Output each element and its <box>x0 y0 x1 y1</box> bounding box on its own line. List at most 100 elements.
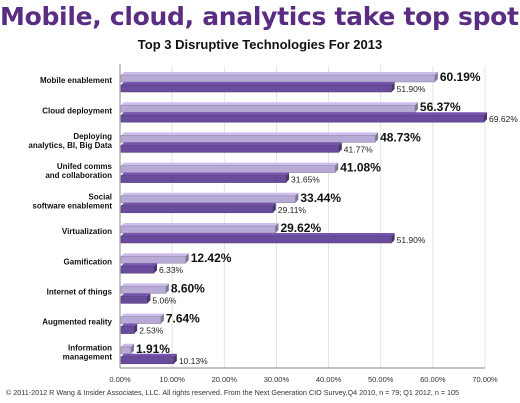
bar-series-2-top <box>121 202 276 206</box>
data-label-series-2: 6.33% <box>159 265 184 275</box>
bar-series-1-top <box>121 343 134 347</box>
bar-series-2 <box>120 145 340 153</box>
bar-series-1-top <box>121 132 379 136</box>
bar-series-2-side <box>338 142 342 153</box>
bar-series-1-top <box>121 313 164 317</box>
category-label: Virtualization <box>62 227 112 236</box>
category-label: Augmented reality <box>42 318 112 327</box>
bar-series-1-side <box>160 313 164 324</box>
x-tick-label: 70.00% <box>472 375 498 384</box>
bar-series-2-top <box>121 112 488 116</box>
bar-series-1-side <box>375 132 379 143</box>
bar-series-1-side <box>185 253 189 264</box>
bar-series-2-top <box>121 293 151 297</box>
bar-series-2 <box>120 205 274 214</box>
data-label-series-2: 69.62% <box>489 114 518 124</box>
data-label-series-2: 2.53% <box>139 326 164 336</box>
bar-series-2-side <box>391 233 395 243</box>
bar-series-1-top <box>121 162 339 166</box>
bar-series-2-top <box>121 233 395 236</box>
bar-series-1-side <box>130 343 134 354</box>
bar-series-2 <box>120 175 287 183</box>
bar-series-1 <box>120 286 167 294</box>
bar-series-1-top <box>121 72 438 75</box>
category-label: Mobile enablement <box>40 76 112 85</box>
x-tick-label: 0.00% <box>109 375 131 384</box>
x-tick-label: 20.00% <box>212 375 238 384</box>
bar-series-1 <box>120 165 336 173</box>
bar-series-2-side <box>173 353 177 364</box>
category-label: Information management <box>63 343 113 361</box>
data-label-series-1: 12.42% <box>191 251 232 265</box>
bar-series-1 <box>120 316 162 324</box>
category-label: Unifed comms and collaboration <box>45 162 112 180</box>
data-label-series-1: 48.73% <box>380 130 421 144</box>
data-label-series-1: 1.91% <box>136 342 170 356</box>
data-label-series-1: 7.64% <box>166 312 200 326</box>
bar-series-2-side <box>272 202 276 213</box>
bar-series-2 <box>120 114 485 123</box>
data-label-series-1: 8.60% <box>171 281 205 295</box>
data-label-series-2: 31.65% <box>291 175 320 185</box>
bar-series-2-top <box>121 323 138 327</box>
x-tick-label: 10.00% <box>159 375 185 384</box>
bar-series-1 <box>120 255 187 264</box>
bar-series-2 <box>120 296 148 304</box>
data-label-series-2: 29.11% <box>278 205 307 215</box>
x-tick-label: 60.00% <box>420 375 446 384</box>
bar-series-1 <box>120 104 416 113</box>
data-label-series-1: 41.08% <box>340 161 381 175</box>
category-label: Deploying analytics, BI, Big Data <box>28 132 112 150</box>
bar-series-2-top <box>121 82 395 85</box>
bar-series-1-top <box>121 253 189 257</box>
data-label-series-2: 5.06% <box>152 295 177 305</box>
bar-series-2-top <box>121 172 290 176</box>
x-tick-label: 50.00% <box>368 375 394 384</box>
bar-series-1-side <box>165 283 169 294</box>
bar-series-1 <box>120 74 436 83</box>
bar-series-1 <box>120 195 296 204</box>
bar-series-1 <box>120 346 132 355</box>
category-label: Social software enablement <box>32 192 112 210</box>
bar-series-1-side <box>275 223 279 233</box>
data-label-series-2: 51.90% <box>397 235 426 245</box>
bar-series-1-side <box>434 72 438 82</box>
chart-title: Top 3 Disruptive Technologies For 2013 <box>137 37 383 52</box>
bar-series-2-side <box>484 112 488 123</box>
bar-series-1-top <box>121 192 299 196</box>
chart-headline: Mobile, cloud, analytics take top spots <box>0 2 520 31</box>
category-label: Internet of things <box>47 288 113 297</box>
data-label-series-2: 41.77% <box>344 144 373 154</box>
bar-series-2 <box>120 356 175 365</box>
x-tick-label: 30.00% <box>264 375 290 384</box>
bar-series-2 <box>120 265 155 274</box>
data-label-series-1: 56.37% <box>420 100 461 114</box>
x-tick-label: 40.00% <box>316 375 342 384</box>
category-label: Cloud deployment <box>42 106 112 115</box>
bar-series-2-top <box>121 353 177 357</box>
bar-series-2-side <box>134 323 138 334</box>
bar-series-2-side <box>154 263 158 274</box>
bar-series-2-top <box>121 263 158 267</box>
data-label-series-1: 29.62% <box>280 221 321 235</box>
bar-series-1-side <box>335 162 339 173</box>
bar-series-2-top <box>121 142 342 146</box>
data-label-series-1: 60.19% <box>440 70 481 84</box>
bar-series-1-side <box>414 102 418 113</box>
bar-series-2 <box>120 235 392 244</box>
bar-series-2-side <box>147 293 151 304</box>
category-label: Gamification <box>64 257 113 266</box>
bar-series-1-side <box>295 192 299 203</box>
bar-series-1-top <box>121 102 418 106</box>
data-label-series-2: 10.13% <box>179 356 208 366</box>
bar-series-2 <box>120 326 135 334</box>
bar-series-1-top <box>121 283 169 287</box>
bar-series-2 <box>120 84 392 93</box>
bar-series-1-top <box>121 223 279 226</box>
bar-series-1 <box>120 135 376 143</box>
bar-series-2-side <box>391 82 395 92</box>
bar-series-2-side <box>286 172 290 183</box>
data-label-series-2: 51.90% <box>397 84 426 94</box>
data-label-series-1: 33.44% <box>300 191 341 205</box>
